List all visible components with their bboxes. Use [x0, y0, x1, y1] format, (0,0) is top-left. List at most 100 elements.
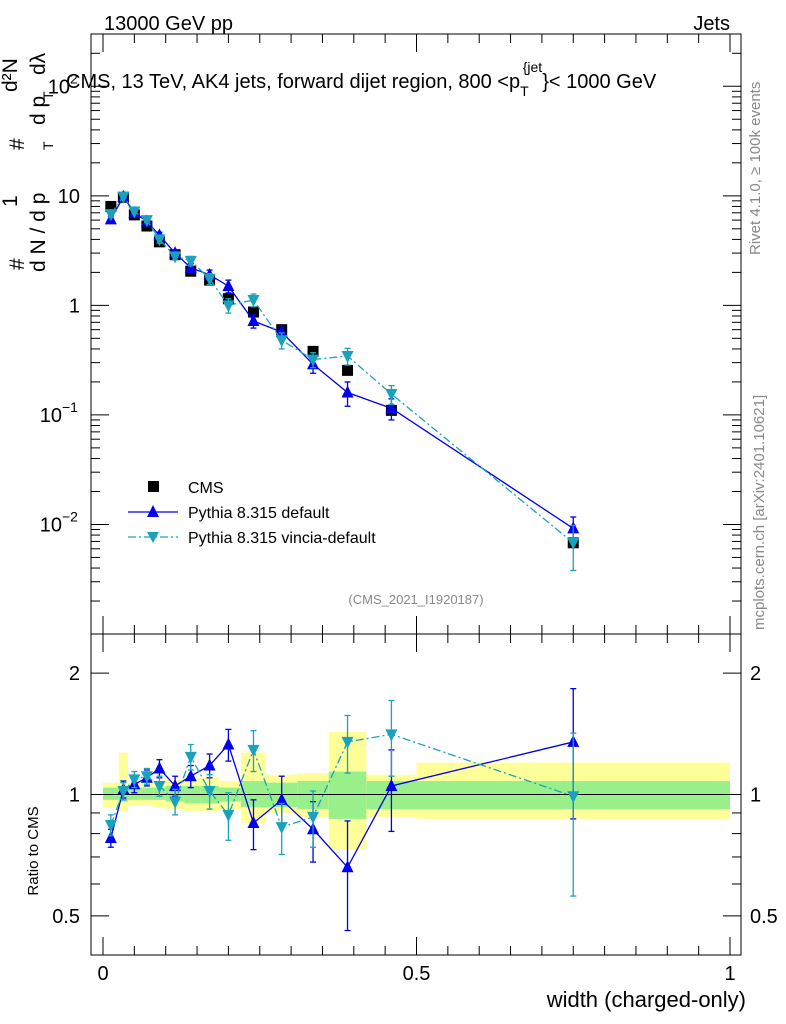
y-tick-exponent: −1 [62, 399, 78, 415]
main-line [110, 195, 574, 529]
header-left: 13000 GeV pp [104, 13, 233, 35]
ratio-point [341, 860, 354, 873]
main-point [153, 234, 166, 247]
rivet-label: Rivet 4.1.0, ≥ 100k events [747, 82, 764, 255]
ratio-point [307, 811, 320, 824]
ratio-point [275, 822, 288, 835]
main-point [342, 364, 354, 376]
x-tick-label: 0.5 [403, 963, 431, 985]
ratio-series [104, 687, 580, 932]
main-point [247, 313, 260, 326]
ratio-point [140, 771, 153, 784]
main-point [222, 279, 235, 292]
main-point [385, 389, 398, 402]
main-point [184, 255, 197, 268]
ratio-point [104, 820, 117, 833]
ratio-y-tick-label-right: 2 [750, 663, 761, 685]
ratio-point [203, 786, 216, 799]
ratio-point [203, 758, 216, 771]
ratio-plot-area [91, 731, 741, 850]
main-point [128, 206, 141, 219]
y-tick-label: 10 [40, 514, 62, 536]
title-superscript: {jet [523, 59, 543, 75]
ratio-point [184, 769, 197, 782]
x-tick-label: 0 [97, 963, 108, 985]
legend-default-marker [147, 505, 159, 517]
svg-text:d N / d p: d N / d p [27, 193, 50, 272]
y-tick-label: 10 [48, 76, 70, 98]
svg-text:#: # [6, 258, 29, 270]
main-point [169, 251, 182, 264]
legend-cms-label: CMS [188, 480, 224, 497]
y-tick-label: 10 [58, 186, 80, 208]
y-tick-exponent: −2 [62, 508, 78, 524]
ratio-point [153, 780, 166, 793]
y-tick-label: 10 [40, 405, 62, 427]
main-point [307, 345, 319, 357]
main-point [275, 325, 288, 338]
ratio-y-tick-label-right: 0.5 [750, 906, 778, 928]
main-point [307, 354, 320, 367]
main-point [104, 209, 117, 222]
ratio-point [385, 778, 398, 791]
ratio-point [341, 736, 354, 749]
legend: CMS Pythia 8.315 default Pythia 8.315 vi… [128, 480, 376, 547]
ratio-band-inner [103, 787, 119, 800]
y-tick-exponent: 2 [70, 70, 78, 86]
ratio-y-label: Ratio to CMS [25, 806, 42, 895]
ratio-point [104, 831, 117, 844]
ratio-point [153, 761, 166, 774]
ratio-point [117, 786, 130, 799]
svg-text:d p: d p [27, 96, 50, 125]
legend-vincia-marker [147, 532, 159, 543]
legend-default-label: Pythia 8.315 default [188, 505, 330, 522]
main-point [385, 401, 398, 414]
ratio-point [567, 791, 580, 804]
ratio-point [222, 809, 235, 822]
x-tick-label: 1 [724, 963, 735, 985]
ratio-band-inner [140, 787, 154, 800]
svg-text:T: T [40, 91, 56, 100]
ratio-point [222, 737, 235, 750]
main-y-label: # 1 d N / d p T # d p T dλ d²N [0, 52, 56, 272]
ratio-point [275, 792, 288, 805]
ratio-y-tick-label: 1 [69, 785, 80, 807]
ratio-point [184, 751, 197, 764]
main-point [275, 335, 288, 348]
title-subscript: T [520, 83, 529, 99]
y-tick-label: 1 [69, 295, 80, 317]
main-line [110, 195, 574, 544]
svg-text:d²N: d²N [0, 58, 22, 92]
legend-vincia-label: Pythia 8.315 vincia-default [188, 530, 376, 547]
ratio-point [128, 774, 141, 787]
legend-cms-marker [148, 481, 159, 492]
svg-text:dλ: dλ [27, 52, 50, 75]
main-point [567, 537, 580, 550]
main-point [117, 191, 130, 204]
analysis-watermark: (CMS_2021_I1920187) [348, 592, 483, 607]
ratio-point [385, 729, 398, 742]
header-right: Jets [693, 13, 730, 35]
main-point [247, 306, 259, 318]
ratio-y-tick-label: 0.5 [52, 906, 80, 928]
main-point [222, 300, 235, 313]
main-series [104, 189, 580, 572]
ratio-y-tick-label: 2 [69, 663, 80, 685]
svg-text:1: 1 [0, 195, 22, 207]
ratio-line [110, 733, 574, 828]
main-point [105, 200, 117, 212]
ratio-point [169, 778, 182, 791]
ratio-band-inner [328, 771, 367, 819]
x-axis-label: width (charged-only) [546, 987, 746, 1012]
mcplots-label: mcplots.cern.ch [arXiv:2401.10621] [751, 395, 768, 630]
svg-text:T: T [40, 141, 56, 150]
ratio-band-inner [128, 787, 141, 800]
svg-text:#: # [6, 138, 29, 150]
ratio-point [169, 796, 182, 809]
ratio-y-tick-label-right: 1 [750, 785, 761, 807]
main-point [341, 350, 354, 363]
ratio-point [247, 744, 260, 757]
main-point [203, 273, 216, 286]
